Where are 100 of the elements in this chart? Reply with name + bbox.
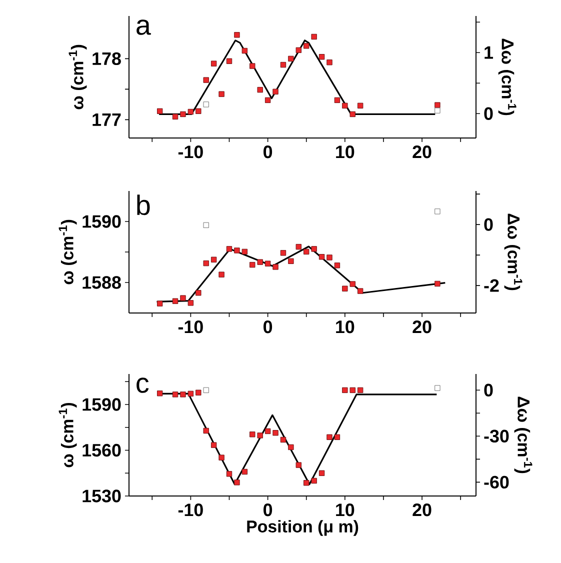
x-tick-label: 20 [412,146,432,158]
point [311,34,317,40]
point [280,436,286,443]
point [196,290,202,296]
point [434,102,440,108]
point [156,390,163,396]
x-tick-label: 20 [412,320,432,334]
point [257,86,263,93]
point [264,260,271,266]
y-tick-label: 1560 [82,444,121,457]
point [180,295,186,301]
point [280,250,286,256]
point [350,281,356,287]
point [357,288,364,294]
x-tick-label: 10 [336,146,354,158]
point [210,442,217,448]
point [342,387,348,394]
point [203,387,209,394]
x-tick-label: 0 [264,504,272,516]
y2-tick-label: -2 [484,279,499,292]
point [210,256,217,262]
point [188,300,194,306]
y2-tick-label: 0 [484,107,493,120]
annotation: c [136,378,149,393]
x-tick-label: -10 [178,146,203,158]
point [434,280,440,287]
point [334,262,340,268]
point [218,91,224,97]
point [203,260,209,266]
point [318,54,325,60]
y-tick-label: 178 [92,52,121,66]
point [272,88,278,94]
y2-tick-label: -30 [484,430,509,443]
point [350,111,356,118]
point [288,258,294,264]
point [242,468,248,475]
point [311,478,317,484]
x-tick-label: -10 [178,320,203,334]
point [180,392,186,398]
point [203,428,209,434]
point [234,32,240,38]
y-tick-label: 1530 [82,490,121,502]
point [304,480,310,486]
point [226,58,232,64]
point [326,434,332,440]
point [257,432,263,438]
point [196,108,202,114]
x-tick-label: 0 [264,320,272,334]
x-tick-label: 20 [412,504,432,516]
y-axis-title: ω (cm$^{-1}$) [68,44,87,110]
y2-tick-label: 1 [484,46,494,59]
x-axis-title: Position (μ m) [247,520,358,536]
point [280,62,286,68]
point [250,432,256,438]
y-tick-label: 1590 [82,215,121,228]
point [172,392,178,398]
point [203,102,209,108]
point [357,102,364,109]
point [172,298,178,304]
y2-tick-label: 0 [484,384,493,396]
point [218,454,224,460]
y-tick-label: 177 [92,114,121,126]
point [342,286,348,292]
point [326,60,332,66]
y2-tick-label: -60 [484,476,509,489]
point [234,480,240,486]
point [210,60,217,66]
y-axis-title: ω (cm$^{-1}$) [58,402,77,468]
y2-axis-title: Δω (cm$^{-1}$) [514,396,532,474]
point [311,246,317,252]
point [318,470,325,476]
annotation: b [137,194,150,216]
point [196,390,202,396]
point [180,111,186,118]
point [250,63,256,69]
y-tick-label: 1590 [82,398,121,411]
y-axis-title: ω (cm$^{-1}$) [58,220,77,284]
point [242,48,248,54]
y2-tick-label: 0 [484,218,493,231]
annotation: a [136,20,151,35]
point [272,264,278,270]
point [342,102,348,109]
point [434,385,440,391]
point [350,387,356,394]
point [172,114,178,120]
point [218,272,224,278]
x-tick-label: 10 [336,320,354,334]
point [288,444,294,450]
y-tick-label: 1588 [82,276,121,289]
y2-axis-title: Δω (cm$^{-1}$) [504,214,522,290]
point [188,390,194,397]
point [334,97,340,104]
point [250,262,256,268]
point [334,434,340,440]
point [296,47,302,54]
point [272,430,278,436]
x-tick-label: -10 [178,504,203,516]
point [296,244,302,250]
y2-axis-title: Δω (cm$^{-1}$) [498,38,516,116]
point [156,300,163,306]
